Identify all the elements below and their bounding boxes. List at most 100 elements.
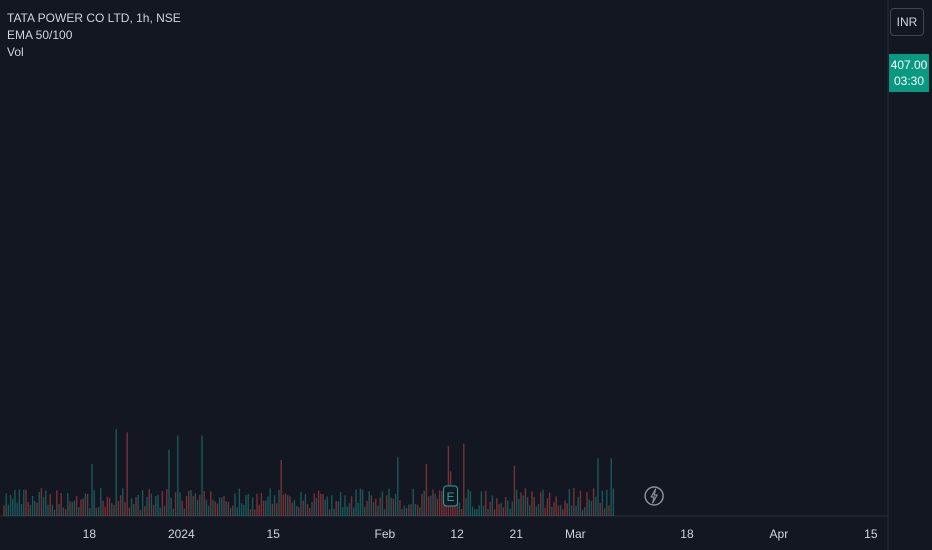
symbol-title[interactable]: TATA POWER CO LTD, 1h, NSE	[7, 11, 181, 25]
volume-bar	[214, 501, 216, 516]
volume-bar	[287, 495, 289, 516]
currency-button[interactable]: INR	[890, 8, 924, 36]
volume-bar	[199, 495, 201, 516]
volume-bar	[29, 504, 32, 516]
volume-bar	[436, 498, 439, 516]
volume-bar	[392, 498, 395, 516]
volume-bar	[397, 457, 399, 516]
volume-bar	[86, 494, 89, 516]
volume-bar	[234, 493, 236, 516]
volume-bar	[414, 504, 417, 516]
volume-bar	[458, 502, 461, 516]
volume-bar	[163, 505, 166, 516]
volume-bar	[179, 492, 181, 516]
volume-bar	[137, 494, 139, 516]
volume-bar	[150, 493, 153, 516]
volume-bar	[223, 496, 225, 516]
volume-bar	[474, 509, 476, 516]
volume-bar	[509, 508, 511, 516]
volume-bar	[597, 458, 599, 516]
volume-bar	[496, 498, 498, 516]
volume-bar	[309, 508, 311, 516]
volume-bar	[229, 507, 232, 516]
lightning-bolt-glyph	[650, 488, 658, 504]
volume-bar	[518, 499, 520, 516]
chart-legend: TATA POWER CO LTD, 1h, NSE EMA 50/100 Vo…	[7, 10, 181, 61]
volume-bar	[34, 501, 36, 516]
earnings-flag-icon[interactable]	[443, 485, 459, 507]
volume-bar	[535, 506, 538, 516]
volume-bar	[348, 503, 351, 516]
volume-bar	[60, 493, 62, 516]
volume-bar	[135, 497, 137, 516]
volume-bar	[18, 489, 21, 516]
volume-bar	[603, 508, 606, 516]
volume-bar	[282, 494, 285, 516]
time-tick-label: Mar	[565, 527, 586, 541]
volume-bar	[185, 495, 188, 516]
volume-bar	[425, 463, 428, 516]
indicator-label[interactable]: EMA 50/100	[7, 28, 73, 42]
volume-bar	[3, 505, 5, 516]
volume-bar	[522, 495, 524, 516]
volume-bar	[49, 493, 51, 516]
volume-bar	[139, 509, 142, 516]
volume-bar	[16, 502, 18, 516]
volume-bar	[251, 497, 254, 516]
volume-bar	[579, 490, 582, 516]
volume-bar	[313, 493, 315, 516]
volume-bar	[500, 502, 502, 516]
volume-bar	[584, 507, 586, 516]
volume-bar	[394, 494, 397, 516]
volume-bar	[278, 489, 280, 516]
volume-bar	[84, 493, 87, 516]
volume-bar	[119, 495, 122, 516]
last-price-value: 407.00	[890, 58, 928, 72]
volume-bar	[152, 505, 155, 516]
last-price-badge: 407.00 03:30	[889, 54, 929, 92]
volume-bar	[331, 495, 333, 516]
volume-bar	[100, 488, 102, 516]
volume-bar	[324, 499, 326, 516]
volume-bar	[403, 505, 406, 516]
volume-bar	[533, 496, 535, 516]
volume-bar	[280, 460, 282, 516]
volume-bar	[5, 493, 7, 516]
volume-bar	[531, 491, 533, 516]
volume-bar	[326, 496, 329, 516]
volume-bar	[20, 503, 23, 516]
volume-bar	[386, 495, 388, 516]
volume-bar	[232, 505, 234, 516]
volume-bar	[89, 508, 91, 516]
volume-bar	[271, 503, 274, 516]
volume-bar	[537, 504, 540, 516]
volume-bar	[117, 501, 120, 516]
volume-bar	[82, 498, 84, 516]
volume-bar	[502, 507, 505, 516]
lightning-icon[interactable]	[644, 486, 664, 506]
volume-bar	[64, 509, 67, 516]
volume-bar	[227, 501, 230, 516]
volume-bar	[25, 489, 27, 516]
volume-bar	[544, 507, 546, 516]
volume-bar	[240, 503, 243, 516]
volume-bar	[190, 490, 192, 516]
volume-bar	[388, 488, 390, 516]
volume-bar	[355, 489, 357, 516]
volume-bar	[399, 500, 401, 516]
volume-bar	[606, 489, 608, 516]
volume-bar	[93, 490, 95, 516]
volume-bar	[273, 495, 276, 516]
volume-bar	[291, 502, 293, 516]
volume-bar	[520, 492, 522, 516]
volume-bar	[573, 488, 575, 516]
volume-bar	[337, 501, 340, 516]
volume-bar	[566, 503, 568, 516]
volume-bar	[592, 488, 595, 516]
volume-bar	[194, 493, 197, 516]
volume-bar	[104, 506, 106, 516]
volume-label[interactable]: Vol	[7, 45, 24, 59]
volume-bar	[62, 507, 65, 516]
volume-bar	[45, 490, 47, 516]
